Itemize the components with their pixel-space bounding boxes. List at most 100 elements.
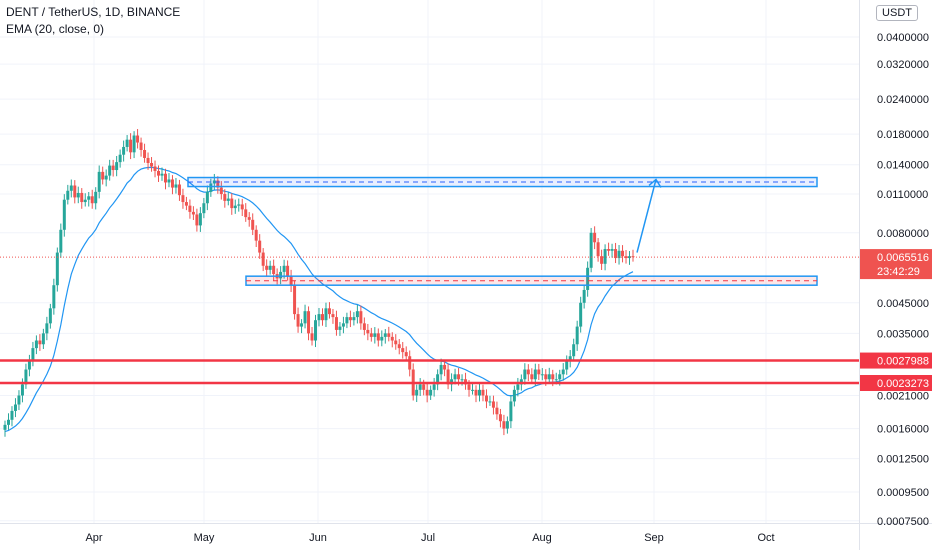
candle-body: [233, 205, 237, 209]
candle-body: [324, 308, 328, 321]
candle-body: [76, 192, 80, 198]
candle-body: [561, 369, 565, 375]
level-price-label: 0.0027988: [877, 356, 929, 368]
candle-body: [540, 374, 544, 376]
candle-body: [62, 199, 66, 230]
indicator-label[interactable]: EMA (20, close, 0): [6, 22, 105, 36]
candle-body: [83, 199, 87, 203]
candle-body: [55, 252, 59, 286]
candle-body: [387, 333, 391, 337]
candle-body: [439, 364, 443, 375]
candle-body: [362, 323, 366, 330]
candle-body: [122, 146, 126, 155]
candle-body: [453, 374, 457, 380]
candle-body: [628, 256, 632, 259]
candle-body: [432, 384, 436, 390]
candle-body: [429, 389, 433, 396]
candle-body: [87, 196, 91, 200]
candle-body: [24, 369, 28, 385]
candle-body: [59, 229, 63, 253]
candle-body: [582, 289, 586, 303]
candle-body: [251, 219, 255, 230]
candle-body: [202, 203, 206, 214]
candle-body: [265, 265, 269, 270]
y-tick-label: 0.0080000: [877, 228, 929, 240]
candle-body: [247, 217, 251, 220]
ema-line: [4, 166, 634, 433]
candle-body: [296, 314, 300, 327]
candle-body: [579, 302, 583, 327]
candle-body: [157, 170, 161, 176]
candle-body: [610, 249, 614, 251]
candle-body: [219, 187, 223, 195]
candle-body: [80, 192, 84, 203]
candle-body: [593, 232, 597, 243]
candle-body: [338, 326, 342, 330]
y-tick-label: 0.0012500: [877, 454, 929, 466]
candle-body: [383, 333, 387, 337]
candle-body: [614, 249, 618, 259]
candle-body: [66, 190, 70, 200]
candle-body: [408, 356, 412, 370]
x-tick-label: Apr: [85, 532, 102, 544]
candle-body: [436, 374, 440, 385]
x-tick-label: Aug: [532, 532, 552, 544]
candle-body: [216, 180, 220, 188]
candle-body: [111, 165, 115, 171]
candle-body: [474, 389, 478, 396]
candle-body: [244, 209, 248, 218]
candle-body: [181, 195, 185, 203]
time-axis[interactable]: Apr May Jun Jul Aug Sep Oct: [85, 532, 774, 544]
candle-body: [160, 173, 164, 176]
candle-body: [73, 185, 77, 198]
candle-body: [52, 285, 56, 309]
candle-body: [425, 389, 429, 396]
candle-body: [502, 421, 506, 429]
candle-body: [334, 317, 338, 330]
candle-body: [446, 369, 450, 385]
candle-body: [467, 384, 471, 390]
candle-body: [10, 410, 14, 420]
candle-body: [6, 419, 10, 425]
x-tick-label: Oct: [757, 532, 774, 544]
candle-body: [279, 271, 283, 279]
candle-body: [17, 395, 21, 405]
candle-body: [132, 135, 136, 153]
ema-line-layer: [4, 166, 634, 433]
candle-body: [530, 374, 534, 380]
candle-body: [460, 379, 464, 381]
candle-body: [415, 389, 419, 396]
candle-body: [537, 369, 541, 375]
candle-body: [317, 314, 321, 321]
candle-body: [97, 171, 101, 192]
price-axis[interactable]: 0.0400000 0.0320000 0.0240000 0.0180000 0.01…: [877, 32, 929, 528]
candle-body: [404, 352, 408, 357]
y-tick-label: 0.0007500: [877, 516, 929, 528]
currency-badge[interactable]: USDT: [876, 5, 918, 21]
candle-body: [184, 202, 188, 206]
level-price-tag: [860, 374, 932, 391]
candle-body: [146, 157, 150, 163]
candle-body: [45, 323, 49, 334]
level-price-tag: [860, 352, 932, 369]
candle-body: [348, 317, 352, 321]
candle-body: [212, 180, 216, 184]
candle-body: [258, 240, 262, 253]
candle-body: [94, 191, 98, 204]
candle-body: [355, 311, 359, 318]
level-price-label: 0.0023273: [877, 378, 929, 390]
candle-body: [48, 308, 52, 324]
candle-body: [136, 135, 140, 143]
candle-body: [38, 340, 42, 345]
candle-body: [498, 414, 502, 422]
candlestick-series: [3, 129, 635, 437]
candle-body: [13, 404, 17, 411]
candle-body: [558, 374, 562, 380]
candle-body: [104, 175, 108, 180]
candle-body: [481, 389, 485, 396]
candle-body: [509, 401, 513, 422]
symbol-title[interactable]: DENT / TetherUS, 1D, BINANCE: [6, 5, 181, 19]
candle-body: [143, 149, 147, 158]
y-tick-label: 0.0045000: [877, 298, 929, 310]
